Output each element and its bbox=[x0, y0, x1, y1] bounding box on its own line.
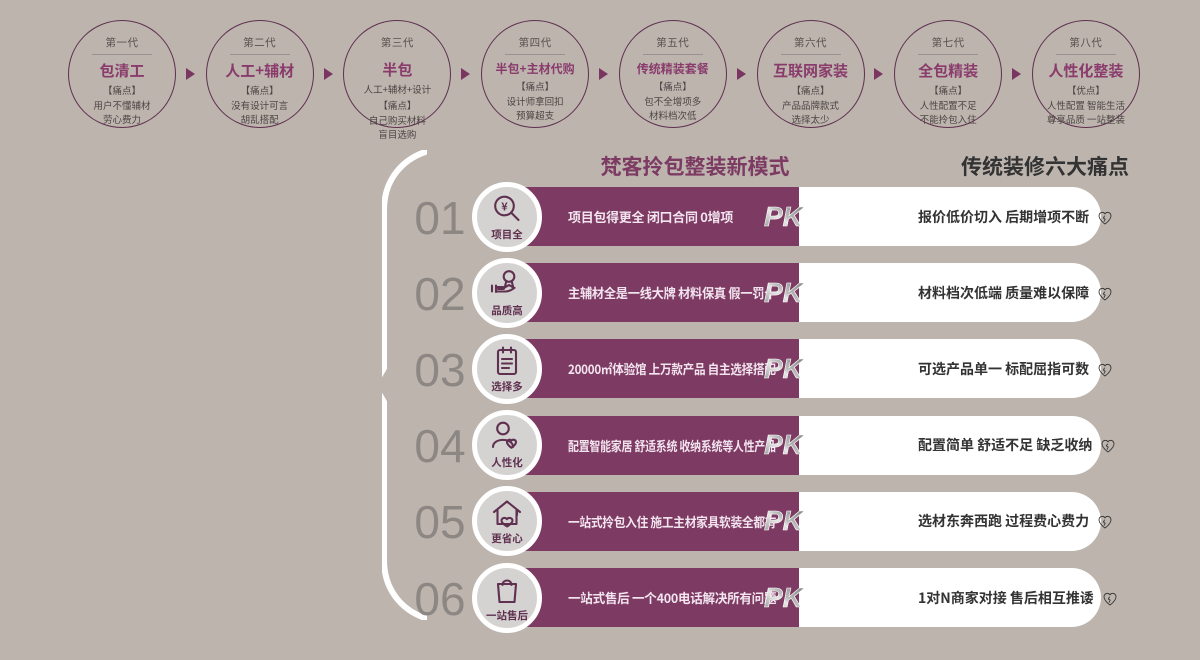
svg-text:¥: ¥ bbox=[501, 198, 508, 214]
svg-text:PK: PK bbox=[764, 430, 805, 460]
svg-text:PK: PK bbox=[764, 506, 805, 536]
svg-text:PK: PK bbox=[764, 354, 805, 384]
svg-text:PK: PK bbox=[764, 202, 805, 232]
svg-text:PK: PK bbox=[764, 278, 805, 308]
svg-text:PK: PK bbox=[764, 583, 805, 613]
